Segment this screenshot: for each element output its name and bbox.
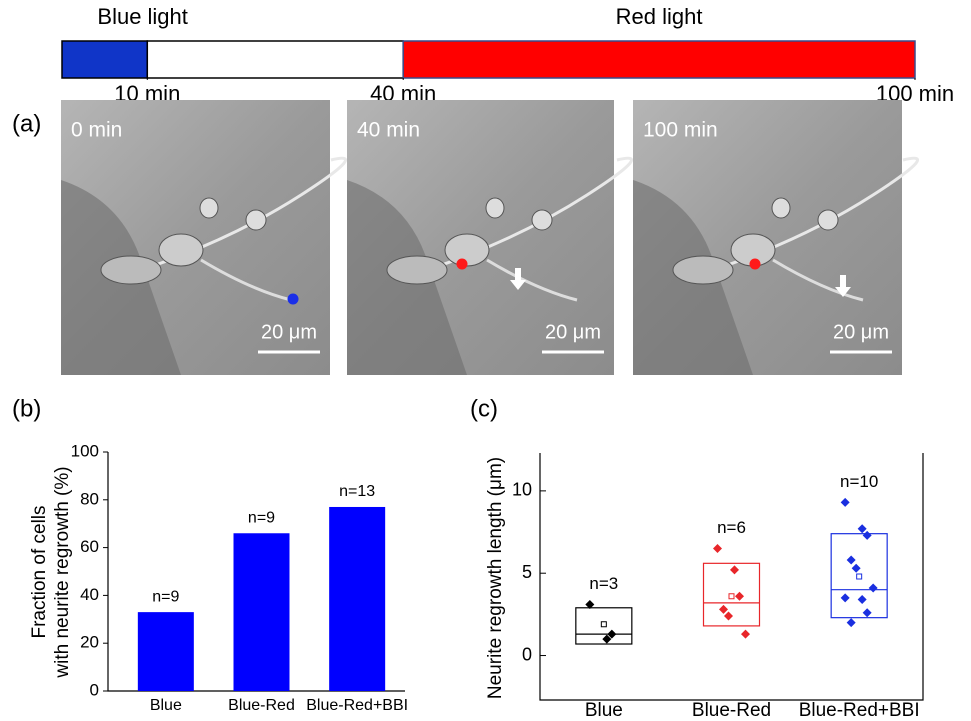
data-point	[858, 595, 867, 604]
time-label: 40 min	[357, 119, 420, 142]
y-tick-label: 100	[71, 441, 99, 460]
cell-body	[772, 198, 790, 218]
x-tick-label: Blue-Red	[692, 700, 771, 721]
cell-body	[486, 198, 504, 218]
data-point	[735, 592, 744, 601]
data-point	[841, 593, 850, 602]
x-tick-label: Blue-Red+BBI	[799, 700, 920, 721]
timeline-red	[403, 41, 915, 78]
cell-body	[246, 210, 266, 230]
scale-label: 20 μm	[261, 321, 317, 343]
bar	[138, 612, 194, 691]
figure: (a) Blue lightRed light10 min40 min100 m…	[0, 0, 971, 721]
cell-body	[445, 234, 489, 266]
y-tick-label: 40	[80, 585, 99, 604]
y-tick-label: 10	[512, 480, 532, 500]
x-tick-label: Blue-Red	[228, 697, 295, 714]
data-point	[863, 531, 872, 540]
data-point	[713, 544, 722, 553]
data-point	[869, 584, 878, 593]
sample-size: n=9	[248, 509, 275, 526]
scale-label: 20 μm	[833, 321, 889, 343]
y-axis-label: Fraction of cells	[29, 505, 50, 638]
bar	[234, 533, 290, 691]
y-tick-label: 60	[80, 537, 99, 556]
data-point	[847, 556, 856, 565]
data-point	[719, 605, 728, 614]
sample-size: n=6	[717, 518, 746, 537]
cell-body	[159, 234, 203, 266]
timeline-blue	[62, 41, 147, 78]
y-tick-label: 20	[80, 633, 99, 652]
data-point	[847, 618, 856, 627]
x-tick-label: Blue	[150, 697, 182, 714]
timeline-label: Red light	[616, 4, 703, 29]
scale-label: 20 μm	[545, 321, 601, 343]
micrograph: 0 min 20 μm	[61, 100, 346, 375]
mean	[857, 574, 862, 579]
data-point	[841, 498, 850, 507]
data-point	[730, 565, 739, 574]
cell-body	[387, 256, 447, 284]
data-point	[858, 524, 867, 533]
time-label: 100 min	[643, 119, 718, 142]
sample-size: n=9	[152, 588, 179, 605]
data-point	[852, 564, 861, 573]
panel-label: (c)	[470, 395, 498, 422]
cell-body	[532, 210, 552, 230]
box	[831, 534, 887, 618]
data-point	[724, 612, 733, 621]
data-point	[741, 630, 750, 639]
cell-body	[673, 256, 733, 284]
timeline-label: Blue light	[97, 4, 188, 29]
sample-size: n=13	[339, 483, 375, 500]
marker-dot	[750, 259, 761, 270]
mean	[729, 594, 734, 599]
sample-size: n=10	[840, 472, 878, 491]
micrograph: 100 min 20 μm	[633, 100, 918, 375]
x-tick-label: Blue-Red+BBI	[306, 697, 408, 714]
cell-body	[101, 256, 161, 284]
marker-dot	[288, 294, 299, 305]
micrograph: 40 min 20 μm	[347, 100, 632, 375]
y-axis-label: with neurite regrowth (%)	[52, 466, 73, 678]
sample-size: n=3	[589, 574, 618, 593]
cell-body	[200, 198, 218, 218]
y-tick-label: 0	[90, 680, 99, 699]
data-point	[863, 608, 872, 617]
y-axis-label: Neurite regrowth length (μm)	[485, 457, 506, 699]
time-label: 0 min	[71, 119, 122, 142]
marker-dot	[457, 259, 468, 270]
y-tick-label: 80	[80, 489, 99, 508]
x-tick-label: Blue	[585, 700, 623, 721]
panel-label: (a)	[12, 110, 41, 137]
panel-label: (b)	[12, 395, 41, 422]
bar	[329, 507, 385, 691]
y-tick-label: 5	[522, 562, 532, 582]
y-tick-label: 0	[522, 644, 532, 664]
cell-body	[818, 210, 838, 230]
mean	[601, 622, 606, 627]
timeline-dark	[147, 41, 403, 78]
